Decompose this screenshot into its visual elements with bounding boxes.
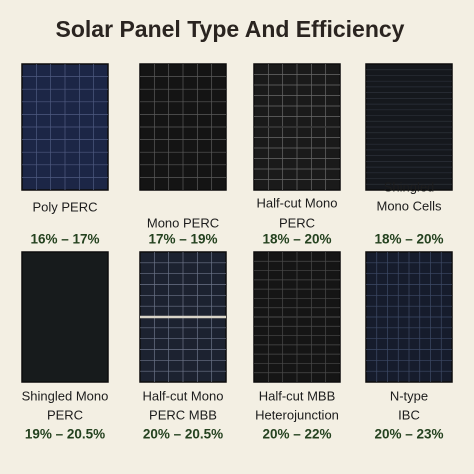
panel-name: Shingled Mono: [22, 388, 109, 403]
panel-efficiency: 17% – 19%: [148, 232, 217, 247]
panel-efficiency: 20% – 20.5%: [143, 427, 223, 442]
title: Solar Panel Type And Efficiency: [56, 16, 405, 42]
panel-name: Mono PERC: [147, 215, 219, 230]
panel-name: IBC: [398, 407, 420, 422]
panel-name: PERC: [47, 407, 83, 422]
panel-name: Half-cut MBB: [259, 388, 336, 403]
panel-name: PERC: [279, 215, 315, 230]
panel-name: N-type: [390, 388, 428, 403]
panel-name: Half-cut Mono: [257, 195, 338, 210]
panel-name: Shingled: [384, 179, 435, 194]
panel-name: Half-cut Mono: [143, 388, 224, 403]
panel-name: Heterojunction: [255, 407, 339, 422]
panel-efficiency: 18% – 20%: [374, 232, 443, 247]
panel-efficiency: 20% – 22%: [262, 427, 331, 442]
panel-efficiency: 18% – 20%: [262, 232, 331, 247]
panel-efficiency: 20% – 23%: [374, 427, 443, 442]
panel-name: Poly PERC: [32, 199, 97, 214]
panel-name: PERC MBB: [149, 407, 217, 422]
panel-efficiency: 16% – 17%: [30, 232, 99, 247]
panel-efficiency: 19% – 20.5%: [25, 427, 105, 442]
panel-name: Mono Cells: [376, 198, 442, 213]
solar-panel: [21, 251, 109, 383]
